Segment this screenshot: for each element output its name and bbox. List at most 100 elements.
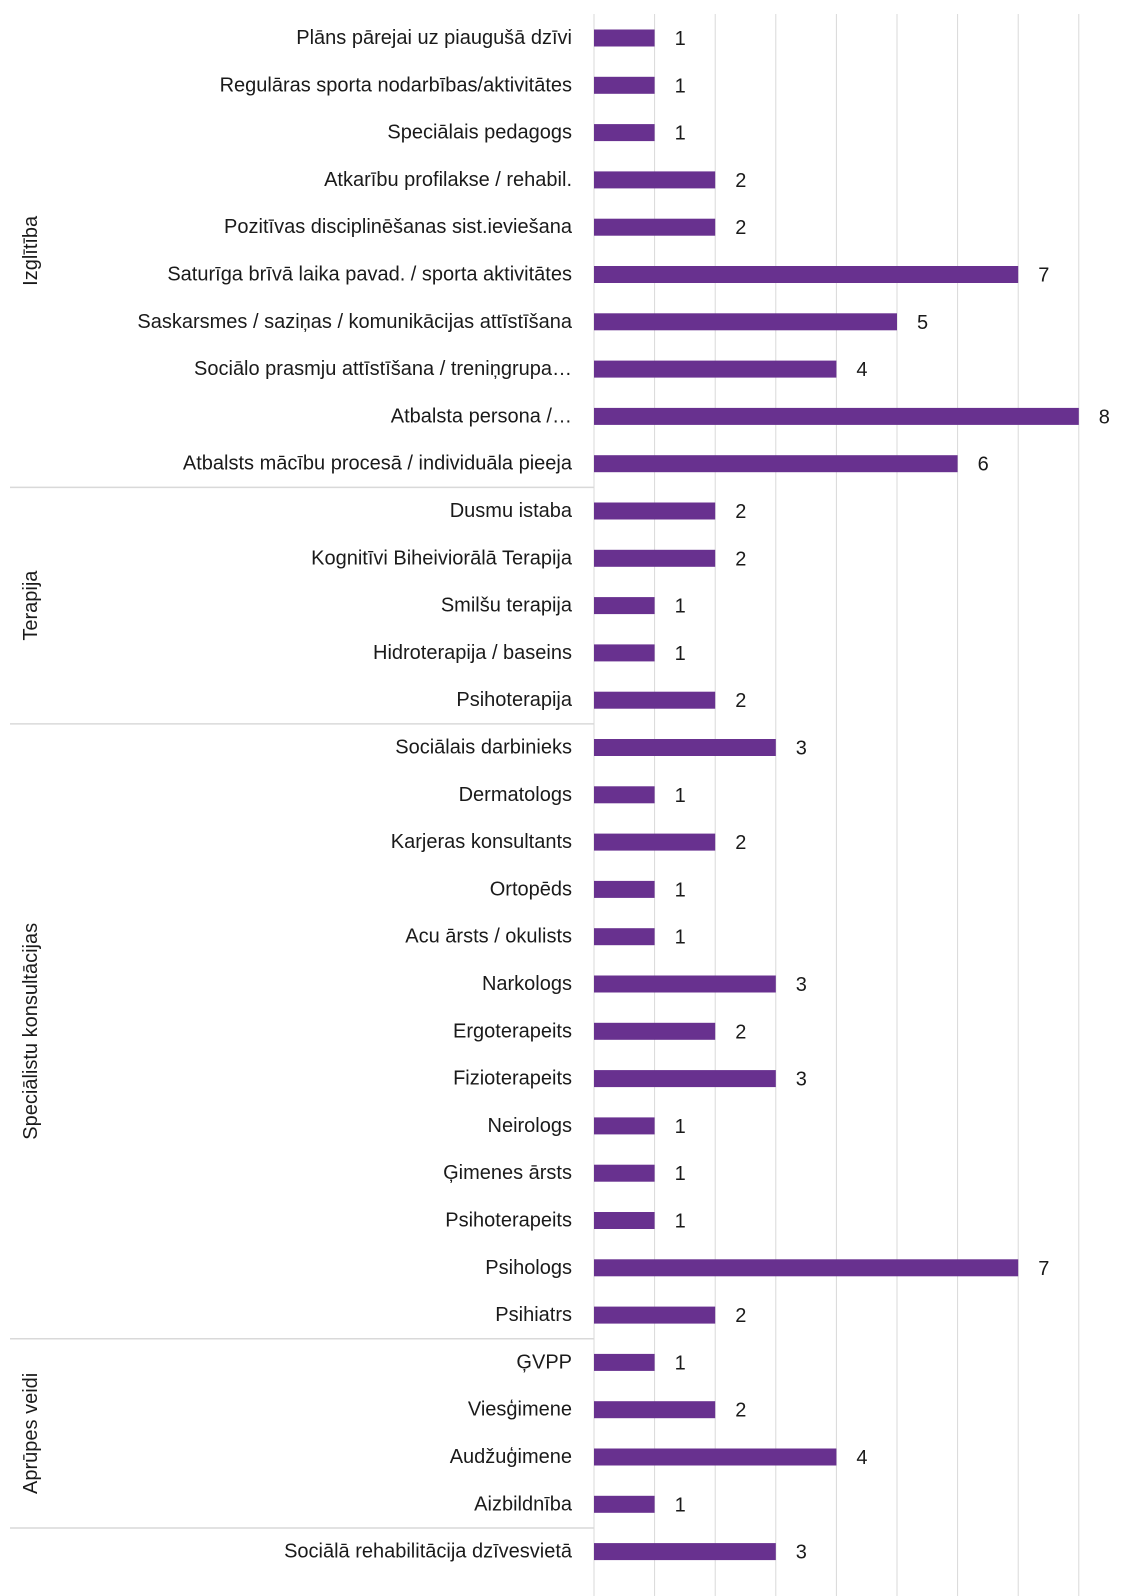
bar — [594, 1543, 776, 1561]
bar — [594, 597, 655, 615]
bar — [594, 1022, 716, 1040]
bar — [594, 928, 655, 946]
category-label: Psihoterapeits — [445, 1210, 572, 1232]
bar — [594, 739, 776, 756]
bar — [594, 171, 716, 189]
category-label: Regulāras sporta nodarbības/aktivitātes — [220, 74, 572, 96]
bar — [594, 266, 1019, 283]
bar — [594, 124, 655, 142]
data-label: 1 — [675, 643, 686, 665]
category-label: Karjeras konsultants — [391, 831, 572, 853]
data-label: 2 — [735, 1305, 746, 1327]
bar — [594, 691, 716, 709]
category-label: Dermatologs — [459, 784, 572, 806]
data-label: 6 — [978, 454, 989, 476]
data-label: 1 — [675, 28, 686, 50]
bar — [594, 1164, 655, 1182]
data-label: 1 — [675, 596, 686, 618]
bar — [594, 1306, 716, 1324]
category-label: Plāns pārejai uz piaugušā dzīvi — [296, 27, 572, 49]
bars — [594, 29, 1079, 1561]
data-label: 7 — [1038, 1258, 1049, 1280]
gridlines — [593, 14, 1080, 1596]
group-label: Izglītība — [20, 215, 42, 286]
group-labels: Izglītība Terapija Speciālistu konsultācij… — [20, 215, 42, 1494]
category-label: Psihiatrs — [495, 1304, 572, 1326]
data-label: 1 — [675, 123, 686, 145]
data-label: 2 — [735, 501, 746, 523]
bar — [594, 1353, 655, 1371]
data-label: 3 — [796, 1069, 807, 1091]
category-label: Audžuģimene — [450, 1446, 572, 1468]
data-label: 3 — [796, 974, 807, 996]
bar — [594, 1117, 655, 1135]
category-label: Dusmu istaba — [450, 500, 573, 522]
category-labels: Plāns pārejai uz piaugušā dzīvi Regulāras… — [137, 27, 573, 1563]
data-label: 2 — [735, 832, 746, 854]
category-label: Saturīga brīvā laika pavad. / sporta akt… — [167, 264, 572, 286]
category-label: Ergoterapeits — [453, 1020, 572, 1042]
data-label: 2 — [735, 1400, 746, 1422]
bar — [594, 1495, 655, 1513]
category-label: Sociālo prasmju attīstīšana / treniņgrup… — [194, 358, 572, 380]
data-label: 8 — [1099, 406, 1110, 428]
category-label: ĢVPP — [516, 1351, 572, 1373]
bar — [594, 76, 655, 94]
data-label: 1 — [675, 75, 686, 97]
bar — [594, 407, 1079, 425]
data-label: 3 — [796, 738, 807, 760]
group-label: Aprūpes veidi — [20, 1373, 42, 1494]
bar — [594, 644, 655, 662]
data-label: 1 — [675, 1211, 686, 1233]
bar — [594, 880, 655, 898]
data-label: 2 — [735, 548, 746, 570]
bar — [594, 786, 655, 804]
data-label: 1 — [675, 1163, 686, 1185]
category-label: Sociālā rehabilitācija dzīvesvietā — [284, 1541, 573, 1563]
category-label: Neirologs — [488, 1115, 572, 1137]
bar — [594, 975, 776, 993]
data-label: 7 — [1038, 265, 1049, 287]
data-label: 2 — [735, 170, 746, 192]
bar — [594, 833, 716, 851]
category-label: Narkologs — [482, 973, 572, 995]
bar — [594, 1448, 837, 1466]
category-label: Kognitīvi Biheiviorālā Terapija — [311, 547, 573, 569]
category-label: Speciālais pedagogs — [387, 122, 572, 144]
data-label: 4 — [856, 1447, 867, 1469]
category-label: Atkarību profilakse / rehabil. — [324, 169, 572, 191]
bar — [594, 1401, 716, 1419]
category-label: Atbalsts mācību procesā / individuāla pi… — [183, 453, 573, 475]
bar — [594, 313, 897, 331]
data-label: 1 — [675, 1494, 686, 1516]
bar — [594, 29, 655, 47]
category-label: Atbalsta persona /… — [391, 405, 572, 427]
category-label: Aizbildnība — [474, 1493, 573, 1515]
category-label: Sociālais darbinieks — [395, 737, 572, 759]
bar — [594, 1070, 776, 1088]
category-label: Pozitīvas disciplinēšanas sist.ieviešana — [224, 216, 573, 238]
data-label: 5 — [917, 312, 928, 334]
data-label: 2 — [735, 690, 746, 712]
bar — [594, 502, 716, 520]
data-label: 1 — [675, 785, 686, 807]
category-label: Hidroterapija / baseins — [373, 642, 572, 664]
bar — [594, 1212, 655, 1229]
category-label: Fizioterapeits — [453, 1068, 572, 1090]
bar — [594, 218, 716, 236]
category-label: Ģimenes ārsts — [443, 1162, 572, 1184]
category-label: Ortopēds — [490, 878, 572, 900]
bar — [594, 455, 958, 473]
category-label: Acu ārsts / okulists — [405, 926, 572, 948]
data-label: 1 — [675, 1352, 686, 1374]
data-label: 4 — [856, 359, 867, 381]
bar — [594, 1259, 1019, 1277]
data-label: 1 — [675, 927, 686, 949]
group-label: Speciālistu konsultācijas — [20, 923, 42, 1140]
category-label: Psihologs — [485, 1257, 572, 1279]
data-label: 1 — [675, 1116, 686, 1138]
data-labels: 1 1 1 2 2 7 5 4 8 6 2 2 1 1 2 3 1 2 1 1 3 2 3 1 1 1 7 2 1 2 4 1 3 — [675, 28, 1110, 1564]
group-label: Terapija — [20, 570, 42, 641]
category-label: Saskarsmes / saziņas / komunikācijas att… — [137, 311, 572, 333]
